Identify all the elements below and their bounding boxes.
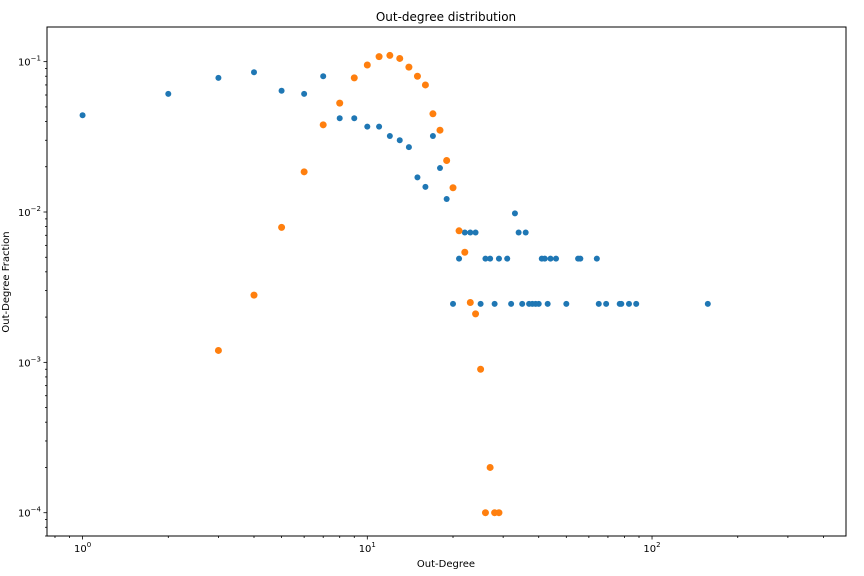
x-tick-label: 100 (74, 541, 91, 555)
y-tick-label: 10−1 (18, 55, 41, 69)
data-point (375, 53, 383, 61)
y-tick-label: 10−3 (18, 355, 41, 369)
data-points (79, 51, 711, 517)
axis-ticks: 100 101 102 10−4 10−3 10−2 10−1 (18, 55, 824, 555)
data-point (300, 168, 308, 176)
data-point (504, 255, 511, 262)
data-point (396, 137, 403, 144)
data-point (429, 110, 437, 118)
data-point (405, 63, 413, 71)
data-point (577, 255, 584, 262)
data-point (461, 229, 468, 236)
data-point (481, 509, 489, 517)
data-point (456, 255, 463, 262)
data-point (443, 157, 451, 165)
data-point (386, 133, 393, 140)
data-point (165, 90, 172, 97)
data-point (633, 300, 640, 307)
data-point (522, 229, 529, 236)
x-axis-label: Out-Degree (417, 559, 475, 570)
x-tick-label: 102 (643, 541, 660, 555)
data-point (450, 300, 457, 307)
y-tick-label: 10−4 (18, 506, 42, 520)
data-point (511, 210, 518, 217)
data-point (449, 184, 457, 192)
data-point (472, 310, 480, 318)
data-point (491, 300, 498, 307)
data-point (278, 223, 286, 231)
data-point (455, 227, 463, 235)
data-point (544, 300, 551, 307)
data-point (495, 255, 502, 262)
data-point (79, 112, 86, 119)
data-point (541, 255, 548, 262)
data-point (477, 365, 485, 373)
data-point (351, 115, 358, 122)
data-point (405, 144, 412, 151)
data-point (603, 300, 610, 307)
data-point (595, 300, 602, 307)
data-point (593, 255, 600, 262)
data-point (301, 90, 308, 97)
data-point (443, 196, 450, 203)
data-point (436, 165, 443, 172)
data-point (421, 81, 429, 89)
y-tick-label: 10−2 (18, 205, 41, 219)
data-point (363, 61, 371, 69)
data-point (508, 300, 515, 307)
data-point (376, 123, 383, 130)
chart-title: Out-degree distribution (376, 10, 516, 24)
y-axis-label: Out-Degree Fraction (1, 231, 12, 332)
data-point (320, 73, 327, 80)
data-point (519, 300, 526, 307)
data-point (413, 72, 421, 80)
series-0 (79, 69, 711, 307)
data-point (515, 229, 522, 236)
data-point (487, 255, 494, 262)
data-point (336, 99, 344, 107)
data-point (486, 463, 494, 471)
data-point (251, 69, 257, 76)
data-point (495, 509, 503, 517)
data-point (364, 123, 371, 130)
data-point (215, 74, 222, 81)
data-point (350, 74, 358, 82)
data-point (396, 54, 404, 62)
data-point (482, 255, 489, 262)
data-point (278, 87, 285, 94)
data-point (461, 248, 469, 256)
data-point (625, 300, 632, 307)
data-point (618, 300, 625, 307)
data-point (466, 299, 474, 307)
data-point (414, 174, 421, 181)
data-point (535, 300, 542, 307)
series-1 (214, 51, 503, 517)
data-point (472, 229, 479, 236)
data-point (563, 300, 570, 307)
data-point (214, 346, 222, 354)
data-point (477, 300, 484, 307)
data-point (336, 115, 343, 122)
plot-frame (46, 26, 847, 537)
data-point (422, 183, 429, 190)
data-point (429, 133, 436, 140)
data-point (467, 229, 474, 236)
data-point (553, 255, 560, 262)
data-point (250, 291, 258, 299)
data-point (547, 255, 554, 262)
data-point (386, 51, 394, 59)
data-point (436, 126, 444, 134)
x-tick-label: 101 (359, 541, 376, 555)
data-point (704, 300, 711, 307)
data-point (319, 121, 327, 129)
